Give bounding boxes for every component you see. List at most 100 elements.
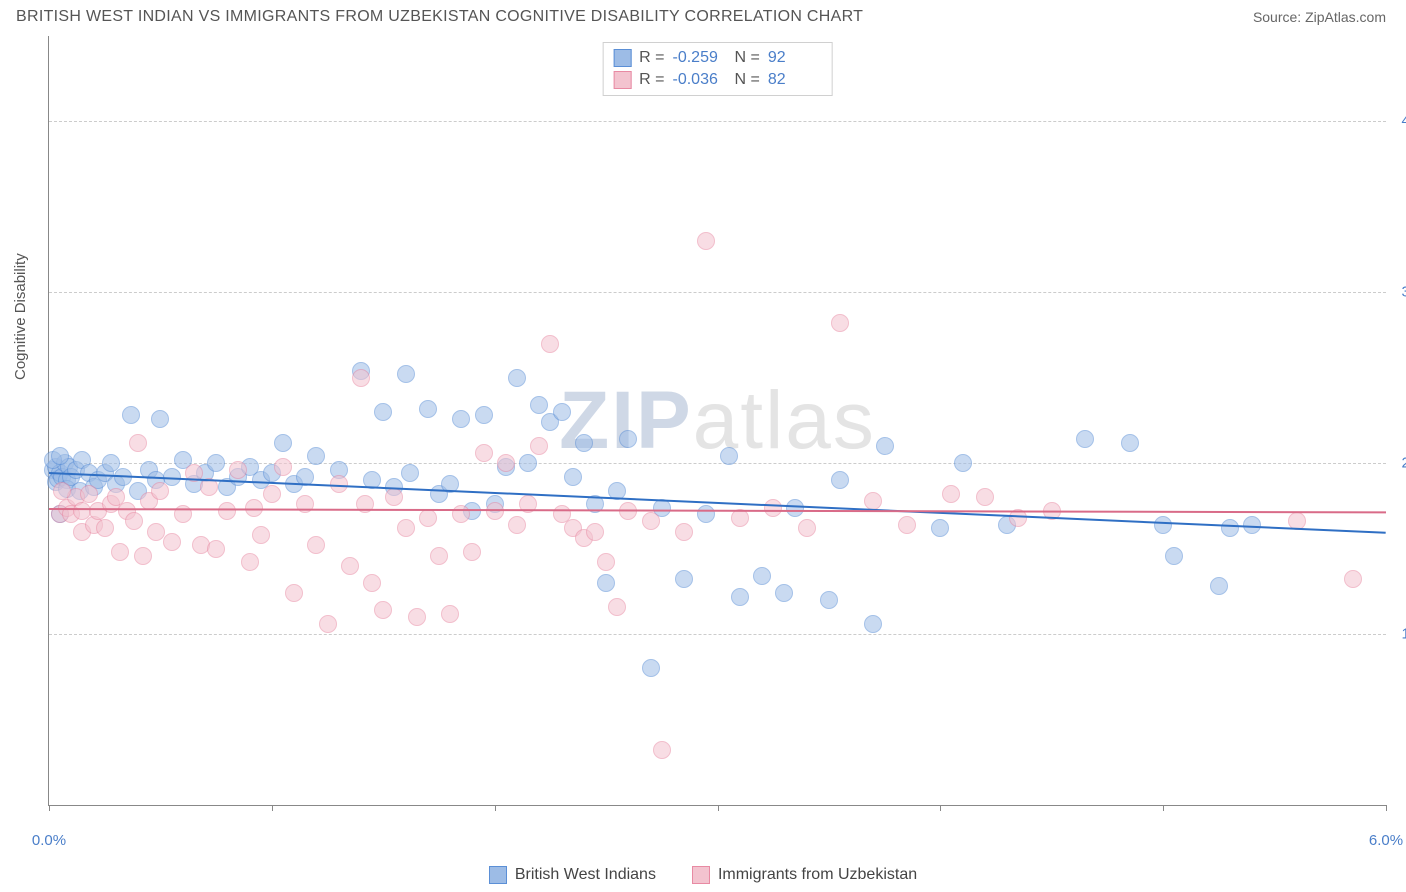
data-point-bwi bbox=[575, 434, 593, 452]
r-label: R = bbox=[639, 71, 664, 89]
data-point-uzb bbox=[374, 601, 392, 619]
data-point-uzb bbox=[134, 547, 152, 565]
data-point-uzb bbox=[163, 533, 181, 551]
data-point-bwi bbox=[931, 519, 949, 537]
data-point-uzb bbox=[642, 512, 660, 530]
legend-swatch-bwi bbox=[489, 866, 507, 884]
data-point-uzb bbox=[96, 519, 114, 537]
data-point-uzb bbox=[942, 485, 960, 503]
data-point-bwi bbox=[731, 588, 749, 606]
data-point-bwi bbox=[720, 447, 738, 465]
watermark-zip: ZIP bbox=[559, 375, 693, 466]
data-point-uzb bbox=[151, 482, 169, 500]
data-point-uzb bbox=[608, 598, 626, 616]
n-label: N = bbox=[735, 49, 760, 67]
data-point-bwi bbox=[597, 574, 615, 592]
data-point-uzb bbox=[475, 444, 493, 462]
data-point-bwi bbox=[1154, 516, 1172, 534]
gridline bbox=[49, 121, 1386, 122]
x-tick bbox=[49, 805, 50, 811]
data-point-bwi bbox=[475, 406, 493, 424]
n-value-bwi: 92 bbox=[768, 49, 822, 67]
legend-label-uzb: Immigrants from Uzbekistan bbox=[718, 866, 917, 884]
data-point-bwi bbox=[619, 430, 637, 448]
x-tick bbox=[495, 805, 496, 811]
stats-row-uzb: R = -0.036 N = 82 bbox=[613, 69, 822, 91]
data-point-bwi bbox=[864, 615, 882, 633]
x-tick bbox=[940, 805, 941, 811]
data-point-bwi bbox=[675, 570, 693, 588]
data-point-uzb bbox=[263, 485, 281, 503]
x-tick bbox=[1163, 805, 1164, 811]
scatter-chart: ZIPatlas R = -0.259 N = 92 R = -0.036 N … bbox=[48, 36, 1386, 806]
data-point-bwi bbox=[775, 584, 793, 602]
r-value-bwi: -0.259 bbox=[673, 49, 727, 67]
r-label: R = bbox=[639, 49, 664, 67]
data-point-bwi bbox=[397, 365, 415, 383]
y-tick-label: 40.0% bbox=[1392, 113, 1406, 130]
data-point-uzb bbox=[697, 232, 715, 250]
data-point-uzb bbox=[363, 574, 381, 592]
data-point-uzb bbox=[976, 488, 994, 506]
data-point-bwi bbox=[207, 454, 225, 472]
legend-item-bwi: British West Indians bbox=[489, 866, 656, 884]
x-tick bbox=[272, 805, 273, 811]
data-point-uzb bbox=[352, 369, 370, 387]
y-axis-label: Cognitive Disability bbox=[12, 253, 29, 380]
gridline bbox=[49, 634, 1386, 635]
data-point-bwi bbox=[452, 410, 470, 428]
data-point-bwi bbox=[954, 454, 972, 472]
y-tick-label: 20.0% bbox=[1392, 455, 1406, 472]
swatch-uzb bbox=[613, 71, 631, 89]
data-point-uzb bbox=[80, 485, 98, 503]
data-point-uzb bbox=[463, 543, 481, 561]
data-point-uzb bbox=[764, 499, 782, 517]
data-point-uzb bbox=[229, 461, 247, 479]
swatch-bwi bbox=[613, 49, 631, 67]
legend-label-bwi: British West Indians bbox=[515, 866, 656, 884]
data-point-bwi bbox=[151, 410, 169, 428]
data-point-uzb bbox=[53, 482, 71, 500]
stats-row-bwi: R = -0.259 N = 92 bbox=[613, 47, 822, 69]
data-point-bwi bbox=[642, 659, 660, 677]
data-point-bwi bbox=[876, 437, 894, 455]
data-point-uzb bbox=[241, 553, 259, 571]
data-point-uzb bbox=[207, 540, 225, 558]
data-point-bwi bbox=[697, 505, 715, 523]
data-point-bwi bbox=[1210, 577, 1228, 595]
data-point-bwi bbox=[307, 447, 325, 465]
data-point-uzb bbox=[252, 526, 270, 544]
data-point-uzb bbox=[218, 502, 236, 520]
data-point-bwi bbox=[753, 567, 771, 585]
legend-swatch-uzb bbox=[692, 866, 710, 884]
data-point-bwi bbox=[820, 591, 838, 609]
y-tick-label: 30.0% bbox=[1392, 284, 1406, 301]
data-point-bwi bbox=[419, 400, 437, 418]
legend-item-uzb: Immigrants from Uzbekistan bbox=[692, 866, 917, 884]
chart-title: BRITISH WEST INDIAN VS IMMIGRANTS FROM U… bbox=[16, 8, 863, 26]
data-point-uzb bbox=[831, 314, 849, 332]
data-point-uzb bbox=[675, 523, 693, 541]
data-point-uzb bbox=[129, 434, 147, 452]
data-point-bwi bbox=[519, 454, 537, 472]
data-point-uzb bbox=[508, 516, 526, 534]
correlation-stats-box: R = -0.259 N = 92 R = -0.036 N = 82 bbox=[602, 42, 833, 96]
data-point-bwi bbox=[1165, 547, 1183, 565]
data-point-uzb bbox=[307, 536, 325, 554]
data-point-bwi bbox=[831, 471, 849, 489]
data-point-bwi bbox=[274, 434, 292, 452]
data-point-uzb bbox=[497, 454, 515, 472]
data-point-bwi bbox=[374, 403, 392, 421]
data-point-bwi bbox=[51, 447, 69, 465]
data-point-bwi bbox=[122, 406, 140, 424]
n-label: N = bbox=[735, 71, 760, 89]
data-point-uzb bbox=[586, 523, 604, 541]
data-point-uzb bbox=[319, 615, 337, 633]
data-point-uzb bbox=[419, 509, 437, 527]
data-point-bwi bbox=[401, 464, 419, 482]
data-point-bwi bbox=[564, 468, 582, 486]
watermark: ZIPatlas bbox=[559, 374, 876, 468]
data-point-uzb bbox=[385, 488, 403, 506]
data-point-bwi bbox=[530, 396, 548, 414]
x-tick bbox=[1386, 805, 1387, 811]
